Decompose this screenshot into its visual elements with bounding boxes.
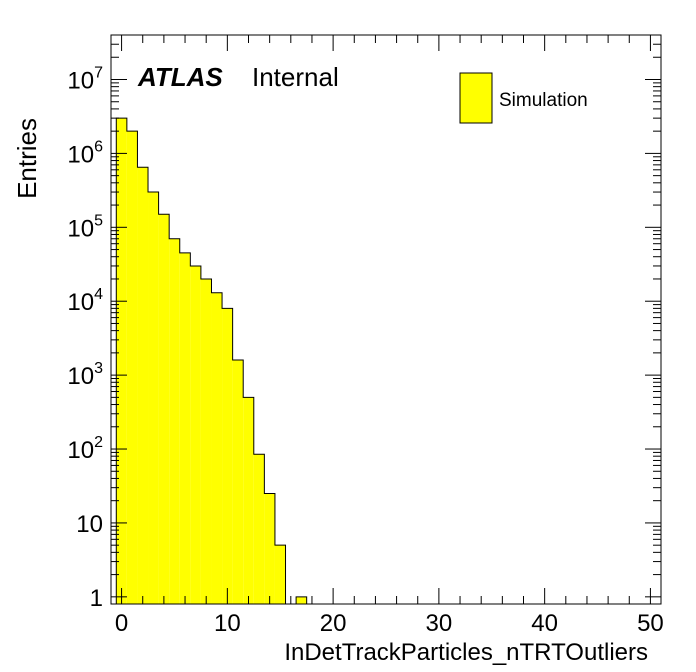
histogram-bars <box>115 117 308 605</box>
y-tick-labels: 1 10 102 103 104 105 106 107 <box>67 64 103 611</box>
histogram-bar <box>190 265 201 604</box>
histogram-bar <box>211 292 223 604</box>
histogram-bar <box>126 131 138 604</box>
histogram-outline <box>295 596 308 604</box>
histogram-bar <box>264 493 275 604</box>
x-tick-label: 0 <box>115 610 128 637</box>
y-tick-label: 103 <box>67 360 103 390</box>
y-tick-label: 105 <box>67 212 103 242</box>
plot-frame <box>110 34 662 605</box>
histogram-bar <box>232 360 244 604</box>
x-tick-label: 30 <box>426 610 453 637</box>
x-axis-title: InDetTrackParticles_nTRTOutliers <box>284 639 648 666</box>
x-tick-label: 40 <box>531 610 558 637</box>
histogram-bar <box>274 545 286 604</box>
histogram-bar <box>169 238 180 605</box>
y-tick-label: 10 <box>76 511 103 538</box>
x-tick-label: 50 <box>637 610 664 637</box>
histogram-bar <box>158 214 170 604</box>
atlas-label: ATLAS <box>137 62 223 92</box>
histogram-bar <box>243 397 254 604</box>
y-tick-label: 107 <box>67 64 103 94</box>
histogram-bar <box>179 252 191 604</box>
y-axis-title: Entries <box>12 118 42 199</box>
legend-swatch-simulation <box>459 72 493 124</box>
x-tick-label: 20 <box>320 610 347 637</box>
histogram-bar <box>296 596 307 604</box>
histogram-bar <box>116 118 127 604</box>
atlas-status-label: Internal <box>252 62 339 92</box>
y-tick-label: 102 <box>67 434 103 464</box>
y-tick-label: 104 <box>67 286 103 316</box>
histogram-bar <box>148 192 159 604</box>
histogram-outline <box>115 117 287 604</box>
histogram-bar <box>222 308 233 604</box>
axis-ticks <box>111 34 661 604</box>
y-tick-label: 106 <box>67 138 103 168</box>
histogram-bar <box>137 167 149 605</box>
x-tick-label: 10 <box>214 610 241 637</box>
legend-label-simulation: Simulation <box>499 90 588 111</box>
histogram-bar <box>200 278 212 604</box>
histogram-bar <box>253 454 265 604</box>
x-tick-labels: 0 10 20 30 40 50 <box>115 610 664 637</box>
y-tick-label: 1 <box>90 585 103 612</box>
